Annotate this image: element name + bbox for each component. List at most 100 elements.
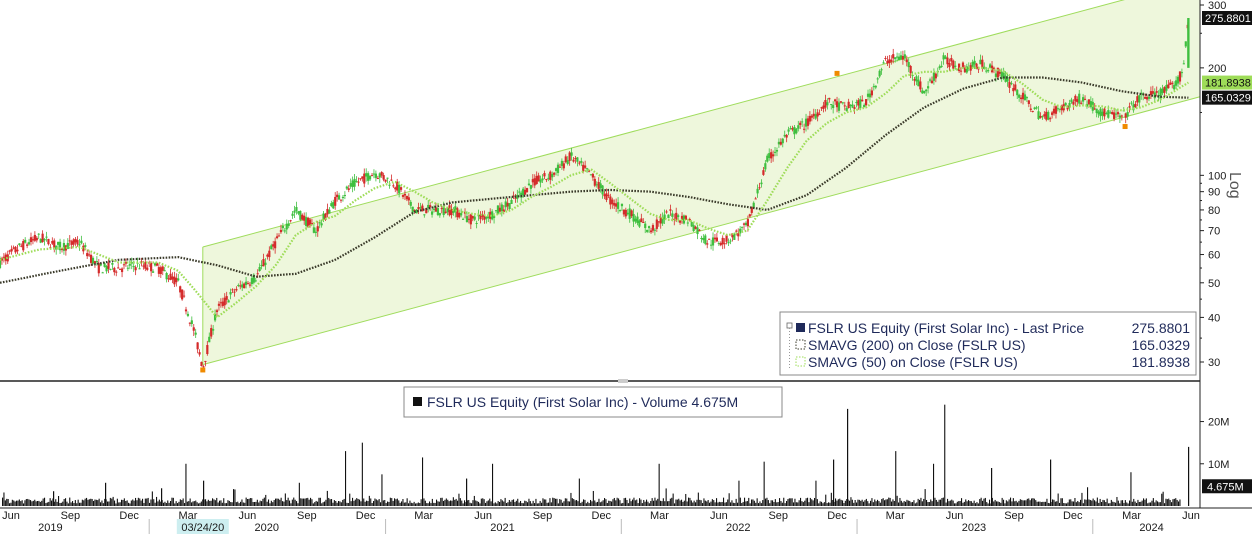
candle-body <box>279 229 283 233</box>
volume-bar <box>349 493 351 506</box>
candle-body <box>78 244 81 246</box>
volume-bar <box>879 502 881 506</box>
candle-body <box>1056 108 1060 110</box>
candle-body <box>1027 100 1030 104</box>
volume-bar <box>207 499 209 506</box>
volume-bar <box>206 501 208 506</box>
sma50-line <box>0 66 1189 319</box>
price-badge <box>1202 90 1252 105</box>
event-marker[interactable] <box>200 367 206 373</box>
candle-body <box>392 185 395 187</box>
candle-body <box>523 189 527 195</box>
volume-bar <box>142 498 144 506</box>
legend-sma200-label: SMAVG (200) on Close (FSLR US) <box>808 337 1026 353</box>
volume-bar <box>955 503 957 506</box>
volume-bar <box>280 497 282 506</box>
candle-body <box>678 220 682 223</box>
candle-body <box>427 204 430 208</box>
candle-body <box>308 219 312 225</box>
candle-body <box>1184 41 1187 47</box>
candle-body <box>582 164 585 172</box>
volume-bar <box>305 498 307 506</box>
volume-bar <box>940 499 942 506</box>
candle-body <box>254 280 257 282</box>
volume-bar <box>907 500 909 506</box>
volume-bar <box>149 502 151 506</box>
candle-body <box>223 297 226 306</box>
volume-legend[interactable]: FSLR US Equity (First Solar Inc) - Volum… <box>403 386 783 418</box>
volume-bar <box>282 501 284 506</box>
volume-bar <box>475 500 477 506</box>
candle-body <box>45 236 48 238</box>
candle-body <box>616 202 620 209</box>
volume-bar <box>1147 503 1149 506</box>
candle-body <box>919 81 922 90</box>
candle-body <box>95 260 98 262</box>
volume-bar <box>979 499 981 506</box>
volume-bar <box>1096 497 1098 506</box>
channel-lower-line[interactable] <box>202 96 1201 366</box>
volume-bar <box>633 497 635 506</box>
candle-body <box>37 233 40 235</box>
volume-bar <box>956 501 958 506</box>
panel-resize-handle[interactable] <box>618 379 628 383</box>
volume-bar <box>1124 500 1126 506</box>
candle-body <box>764 163 767 170</box>
volume-bar <box>1150 502 1152 506</box>
volume-bar <box>508 499 510 506</box>
candle-body <box>161 266 164 271</box>
volume-bar <box>45 503 47 506</box>
candle-body <box>618 210 622 212</box>
volume-bar <box>692 502 694 506</box>
channel-upper-line[interactable] <box>202 0 1200 248</box>
volume-bar <box>466 500 468 506</box>
price-legend[interactable]: FSLR US Equity (First Solar Inc) - Last … <box>779 311 1197 376</box>
volume-bar <box>186 501 188 506</box>
volume-bar <box>14 501 16 506</box>
candle-body <box>341 196 345 199</box>
volume-bar <box>357 498 359 506</box>
candle-body <box>1049 118 1052 120</box>
volume-bar <box>849 500 851 506</box>
volume-bar <box>923 498 925 506</box>
candle-body <box>142 265 145 267</box>
volume-bar <box>994 499 996 506</box>
volume-bar <box>566 498 568 506</box>
crosshair-date-marker[interactable]: 03/24/20 <box>176 519 229 534</box>
year-label: 2019 <box>38 522 62 534</box>
volume-bar <box>486 501 488 506</box>
volume-bar <box>1152 498 1154 506</box>
event-marker[interactable] <box>1122 124 1128 130</box>
volume-bar <box>367 501 369 506</box>
volume-bar <box>410 502 412 506</box>
scale-type-label[interactable]: Log <box>1226 172 1243 199</box>
volume-bar <box>1133 498 1135 506</box>
volume-bar <box>441 497 443 506</box>
volume-bar <box>213 499 215 506</box>
candle-body <box>983 66 986 70</box>
month-tick-label: Mar <box>414 510 433 522</box>
volume-bar <box>977 503 979 506</box>
volume-bar <box>63 499 65 506</box>
candle-body <box>804 118 808 127</box>
candle-body <box>1060 105 1063 111</box>
candle-body <box>686 222 689 224</box>
candle-body <box>942 55 945 60</box>
volume-bar <box>534 503 536 506</box>
volume-bar <box>259 500 261 506</box>
candle-body <box>824 100 827 108</box>
volume-bar <box>577 501 579 506</box>
volume-bar <box>756 498 758 506</box>
candle-body <box>932 72 936 81</box>
candle-body <box>66 242 69 249</box>
volume-bar <box>100 502 102 506</box>
volume-bar <box>746 501 748 506</box>
volume-bar <box>126 500 128 506</box>
volume-bar <box>1001 497 1003 506</box>
price-candles <box>0 17 1190 373</box>
volume-bar <box>1122 500 1124 506</box>
candle-body <box>853 107 856 109</box>
volume-bar <box>249 498 251 506</box>
volume-bar <box>39 501 41 506</box>
event-marker[interactable] <box>834 70 840 76</box>
